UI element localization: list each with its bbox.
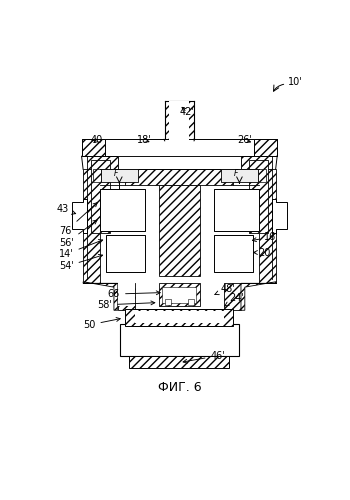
Text: ФИГ. 6: ФИГ. 6 xyxy=(158,381,201,394)
Text: 56': 56' xyxy=(59,220,97,248)
Bar xyxy=(126,308,233,326)
Bar xyxy=(118,284,135,310)
Bar xyxy=(106,235,145,272)
Text: 16': 16' xyxy=(252,232,279,242)
Polygon shape xyxy=(83,284,135,306)
Text: 46': 46' xyxy=(183,350,225,363)
Bar xyxy=(120,324,239,356)
Bar xyxy=(159,284,200,306)
Text: 50: 50 xyxy=(83,318,120,330)
Bar xyxy=(100,170,259,283)
Bar xyxy=(165,101,194,141)
Bar xyxy=(241,156,272,170)
Text: 26': 26' xyxy=(237,135,252,145)
Text: 76': 76' xyxy=(59,202,97,236)
Polygon shape xyxy=(72,198,87,233)
Bar xyxy=(188,298,194,305)
Bar xyxy=(214,188,259,231)
Bar xyxy=(138,170,144,181)
Bar xyxy=(82,140,277,156)
Text: 18': 18' xyxy=(137,135,152,145)
Text: 54': 54' xyxy=(59,254,103,272)
Bar xyxy=(162,287,196,302)
Bar xyxy=(126,170,233,184)
Bar xyxy=(82,140,105,156)
Text: 48': 48' xyxy=(215,284,235,294)
Bar xyxy=(129,356,230,368)
Text: 58': 58' xyxy=(97,300,155,310)
Text: F: F xyxy=(234,170,239,178)
Bar xyxy=(169,101,189,141)
Bar xyxy=(165,298,171,305)
Text: 24': 24' xyxy=(224,293,245,306)
Bar xyxy=(215,170,221,181)
Text: 10': 10' xyxy=(288,78,303,88)
Bar xyxy=(248,160,268,233)
Bar xyxy=(118,156,241,170)
Bar xyxy=(135,311,224,324)
Bar xyxy=(100,188,145,231)
Bar xyxy=(214,235,253,272)
Bar xyxy=(83,170,100,283)
Text: 20: 20 xyxy=(253,248,270,258)
Polygon shape xyxy=(83,282,118,310)
Bar xyxy=(101,170,138,181)
Text: 14': 14' xyxy=(59,240,103,259)
Bar xyxy=(258,170,266,181)
Bar xyxy=(87,156,118,170)
Text: F: F xyxy=(114,170,118,178)
Bar xyxy=(221,170,258,181)
Polygon shape xyxy=(272,198,287,233)
Bar xyxy=(159,184,200,276)
Bar xyxy=(254,140,277,156)
Bar xyxy=(224,284,241,310)
Bar xyxy=(105,140,254,156)
Polygon shape xyxy=(241,282,276,310)
Bar xyxy=(93,170,101,181)
Text: 66: 66 xyxy=(108,289,160,299)
Bar xyxy=(259,170,276,283)
Text: 42': 42' xyxy=(180,108,195,118)
Text: 40: 40 xyxy=(91,135,103,145)
Text: 43: 43 xyxy=(56,204,76,214)
Bar xyxy=(91,160,110,233)
